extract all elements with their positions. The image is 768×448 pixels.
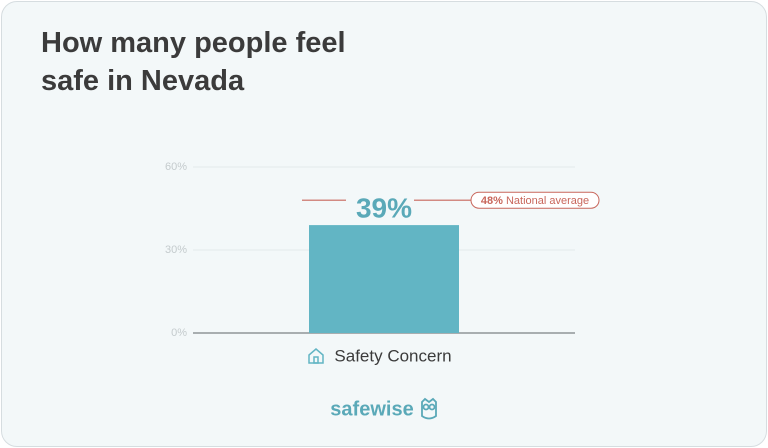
reference-label: 48% National average xyxy=(481,195,589,207)
y-tick-label: 0% xyxy=(171,327,187,339)
value-label: 39% xyxy=(356,192,412,223)
logo: safewise xyxy=(330,398,413,420)
y-tick-label: 30% xyxy=(165,244,187,256)
reference-text: National average xyxy=(506,195,589,207)
home-icon xyxy=(308,348,324,364)
reference-value-label: 48% xyxy=(481,195,503,207)
y-tick-label: 60% xyxy=(165,161,187,173)
bar xyxy=(309,225,459,333)
chart-title: How many people feel safe in Nevada xyxy=(41,27,346,97)
owl-icon xyxy=(421,397,437,420)
x-tick-label: Safety Concern xyxy=(334,346,451,365)
reference-pill xyxy=(470,191,600,209)
